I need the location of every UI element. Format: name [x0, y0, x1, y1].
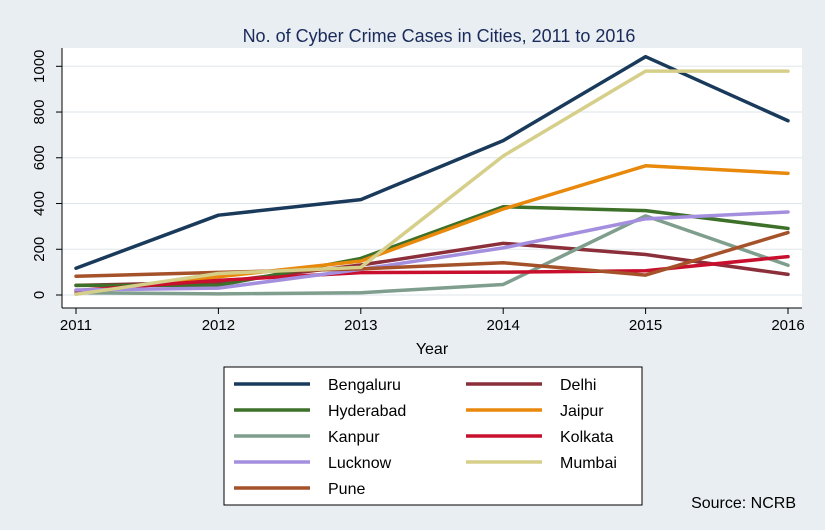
x-tick-label: 2012	[202, 317, 235, 334]
legend: Bengaluru Delhi Hyderabad Jaipur Kanpur Kolka…	[234, 377, 617, 498]
chart-title: No. of Cyber Crime Cases in Cities, 2011…	[243, 26, 636, 46]
grid-lines	[62, 65, 802, 296]
plot-area	[62, 48, 802, 308]
x-tick-label: 2016	[771, 317, 804, 334]
legend-label-hyderabad: Hyderabad	[328, 403, 406, 420]
x-tick-label: 2014	[487, 317, 520, 334]
legend-label-mumbai: Mumbai	[560, 455, 617, 472]
y-tick-label: 400	[31, 191, 48, 216]
y-tick-label: 800	[31, 100, 48, 125]
legend-label-kolkata: Kolkata	[560, 429, 613, 446]
x-tick-label: 2013	[344, 317, 377, 334]
series-line-lucknow	[74, 210, 790, 292]
legend-label-delhi: Delhi	[560, 377, 596, 394]
x-axis: 2011 2012 2013 2014 2015 2016	[60, 308, 805, 334]
legend-label-kanpur: Kanpur	[328, 429, 380, 446]
x-tick-label: 2015	[629, 317, 662, 334]
y-tick-label: 0	[31, 291, 48, 299]
y-axis: 0 200 400 600 800 1000	[31, 50, 62, 299]
series-line-pune	[74, 230, 790, 278]
series-line-bengaluru	[74, 54, 790, 270]
legend-label-bengaluru: Bengaluru	[328, 377, 401, 394]
y-tick-label: 200	[31, 237, 48, 262]
legend-label-jaipur: Jaipur	[560, 403, 604, 420]
series-line-jaipur	[74, 164, 790, 296]
series-line-kanpur	[74, 214, 790, 296]
y-tick-label: 600	[31, 145, 48, 170]
x-axis-title: Year	[416, 341, 449, 358]
series-lines	[74, 54, 790, 297]
legend-label-pune: Pune	[328, 481, 365, 498]
legend-label-lucknow: Lucknow	[328, 455, 392, 472]
source-note: Source: NCRB	[691, 495, 796, 512]
y-tick-label: 1000	[31, 50, 48, 83]
x-tick-label: 2011	[60, 317, 92, 334]
series-line-mumbai	[74, 69, 790, 297]
series-line-hyderabad	[74, 204, 790, 288]
